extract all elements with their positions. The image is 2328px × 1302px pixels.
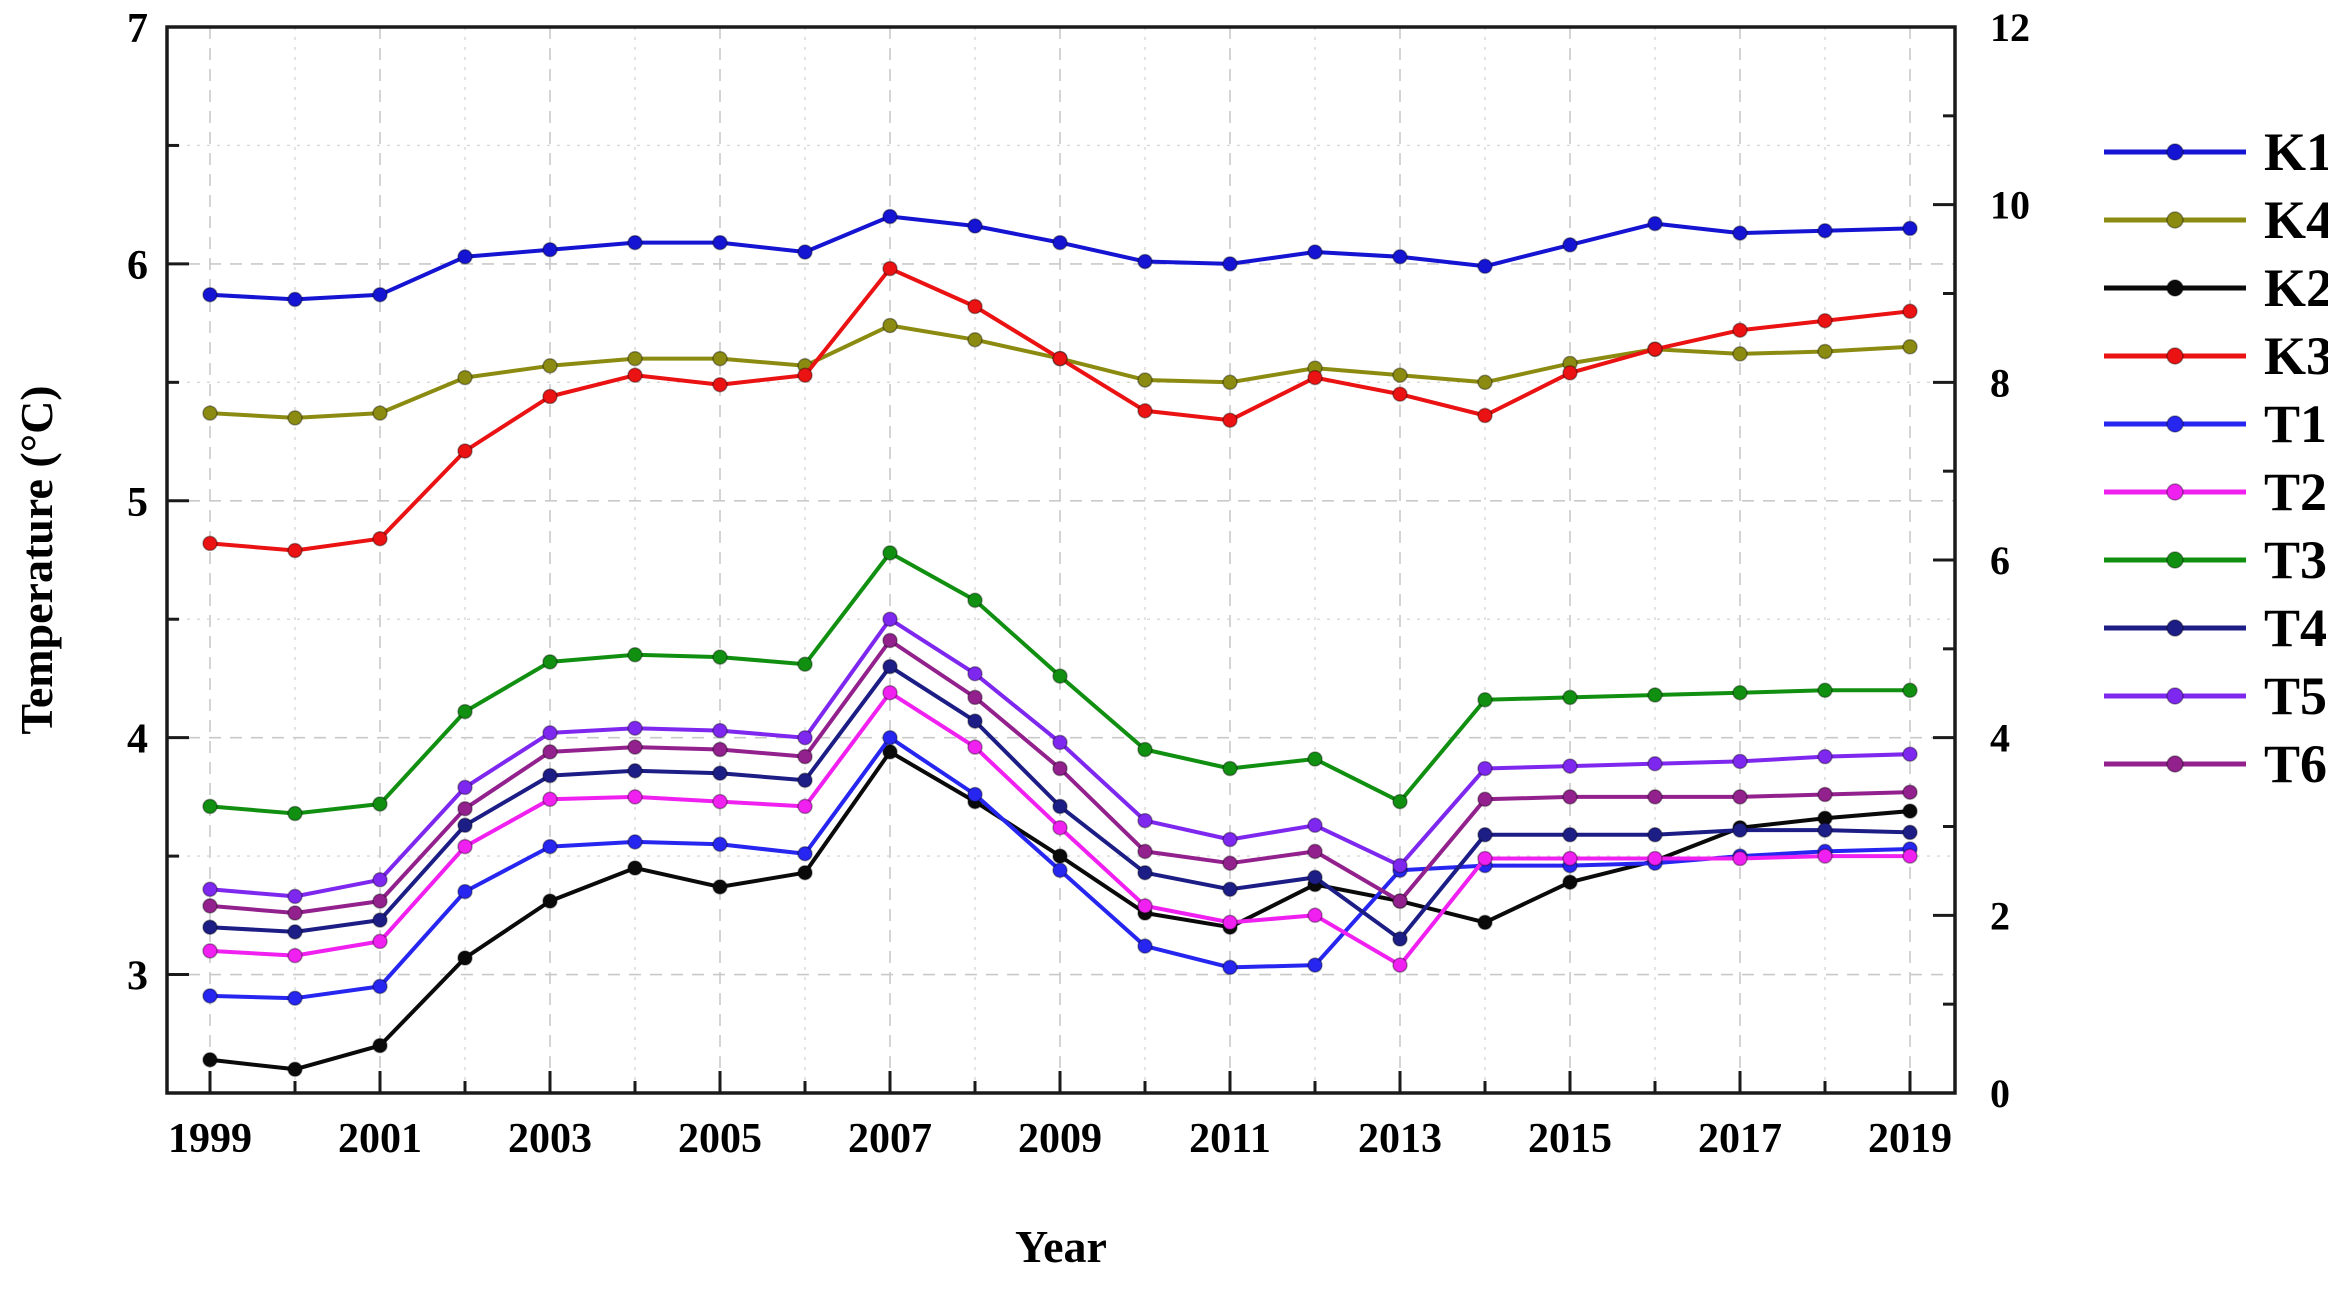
legend-line-icon [2104, 211, 2246, 229]
series-K3 [202, 260, 1918, 559]
svg-text:2013: 2013 [1358, 1116, 1442, 1162]
series-K3-markers [202, 260, 1918, 559]
legend-label: T5 [2264, 666, 2328, 726]
series-K2-markers [202, 744, 1918, 1078]
legend-label: T3 [2264, 530, 2328, 590]
legend-label: T6 [2264, 734, 2328, 794]
legend-label: K4 [2264, 190, 2328, 250]
svg-text:3: 3 [127, 954, 148, 1000]
svg-text:2009: 2009 [1018, 1116, 1102, 1162]
legend-line-icon [2104, 551, 2246, 569]
svg-text:8: 8 [1990, 360, 2010, 405]
svg-text:2: 2 [1990, 893, 2010, 938]
series-T4-markers [202, 658, 1918, 947]
series-T4 [202, 658, 1918, 947]
legend-item-K1: K1 [2100, 118, 2328, 186]
svg-text:1999: 1999 [168, 1116, 252, 1162]
gridlines [167, 27, 1955, 1093]
legend-item-T6: T6 [2100, 730, 2328, 798]
series-K1 [202, 208, 1918, 308]
legend-item-T3: T3 [2100, 526, 2328, 594]
series-T5 [202, 611, 1918, 905]
svg-text:2005: 2005 [678, 1116, 762, 1162]
series-T2 [202, 684, 1918, 973]
plot-frame [165, 25, 1957, 1095]
series-T3-markers [202, 545, 1918, 822]
legend-label: T2 [2264, 462, 2328, 522]
svg-text:6: 6 [127, 243, 148, 289]
svg-text:0: 0 [1990, 1071, 2010, 1116]
svg-text:12: 12 [1990, 5, 2030, 50]
legend-line-icon [2104, 279, 2246, 297]
svg-text:2001: 2001 [338, 1116, 422, 1162]
series-K1-markers [202, 208, 1918, 308]
legend-line-icon [2104, 687, 2246, 705]
legend-item-K2: K2 [2100, 254, 2328, 322]
series-T6-markers [202, 632, 1918, 921]
x-axis-title: Year [1015, 1221, 1107, 1272]
legend-item-K3: K3 [2100, 322, 2328, 390]
legend-line-icon [2104, 619, 2246, 637]
svg-text:4: 4 [1990, 716, 2010, 761]
legend-label: T4 [2264, 598, 2328, 658]
svg-text:2003: 2003 [508, 1116, 592, 1162]
series-T3 [202, 545, 1918, 822]
legend-line-icon [2104, 347, 2246, 365]
legend-label: K1 [2264, 122, 2328, 182]
legend-label: K3 [2264, 326, 2328, 386]
legend-label: K2 [2264, 258, 2328, 318]
legend-line-icon [2104, 415, 2246, 433]
series-T2-markers [202, 684, 1918, 973]
legend-line-icon [2104, 483, 2246, 501]
svg-text:7: 7 [127, 6, 148, 52]
svg-text:6: 6 [1990, 538, 2010, 583]
legend-item-K4: K4 [2100, 186, 2328, 254]
svg-text:5: 5 [127, 480, 148, 526]
legend-item-T5: T5 [2100, 662, 2328, 730]
legend-line-icon [2104, 755, 2246, 773]
legend-item-T2: T2 [2100, 458, 2328, 526]
svg-text:2019: 2019 [1868, 1116, 1952, 1162]
svg-text:2017: 2017 [1698, 1116, 1782, 1162]
axis-ticks [167, 25, 1955, 1095]
series-K2 [202, 744, 1918, 1078]
legend-line-icon [2104, 143, 2246, 161]
svg-text:2011: 2011 [1189, 1116, 1271, 1162]
svg-text:2007: 2007 [848, 1116, 932, 1162]
svg-text:10: 10 [1990, 183, 2030, 228]
series-T6 [202, 632, 1918, 921]
svg-text:4: 4 [127, 717, 148, 763]
legend-label: T1 [2264, 394, 2328, 454]
legend-item-T4: T4 [2100, 594, 2328, 662]
y-axis-title: Temperature (°C) [11, 385, 62, 734]
svg-text:2015: 2015 [1528, 1116, 1612, 1162]
series-layer [202, 208, 1918, 1078]
legend-item-T1: T1 [2100, 390, 2328, 458]
series-T5-markers [202, 611, 1918, 905]
legend: K1 K4 K2 K3 T1 T2 T3 T4 T5 T6 [2100, 118, 2328, 798]
axis-tick-labels: 3 4 5 6 7 0 2 4 6 8 10 12 1999 2001 2003 2005 2007 2009 20… [127, 5, 2030, 1162]
